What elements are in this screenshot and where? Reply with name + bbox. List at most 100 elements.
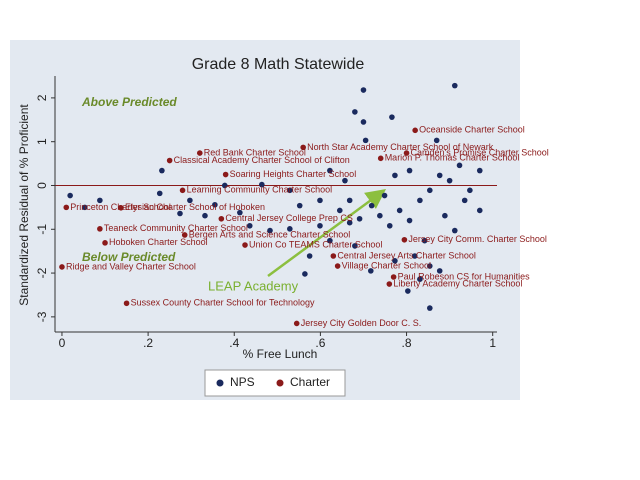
point-label: Jersey City Golden Door C. S. — [301, 318, 422, 328]
point-label: Central Jersey College Prep CS — [225, 213, 353, 223]
point — [451, 82, 458, 89]
point — [118, 205, 124, 211]
point — [411, 253, 418, 259]
point — [336, 207, 343, 214]
point — [461, 197, 468, 204]
point — [476, 207, 483, 214]
point — [442, 212, 448, 219]
y-tick-label: 2 — [35, 94, 49, 101]
point-label: Oceanside Charter School — [419, 125, 525, 135]
point — [300, 144, 306, 151]
point — [446, 177, 453, 184]
point — [427, 187, 433, 194]
point — [467, 187, 473, 194]
annotation: LEAP Academy — [208, 278, 299, 293]
point — [346, 219, 353, 226]
point — [246, 222, 253, 229]
point — [242, 242, 248, 248]
point-label: Elysian Charter School of Hoboken — [125, 202, 265, 212]
point — [427, 305, 433, 311]
point — [302, 271, 308, 277]
point — [259, 181, 265, 188]
point — [317, 197, 323, 204]
point — [386, 281, 393, 287]
point — [179, 187, 186, 194]
point — [81, 204, 88, 211]
point — [221, 182, 228, 189]
point — [381, 192, 388, 199]
point — [346, 197, 353, 204]
point-label: Sussex County Charter School for Technol… — [131, 298, 315, 308]
point — [417, 197, 423, 204]
point — [389, 114, 395, 120]
point — [356, 215, 363, 222]
point-label: Soaring Heights Charter School — [230, 169, 357, 179]
point — [417, 276, 423, 283]
point — [287, 187, 293, 194]
point — [433, 137, 440, 144]
point — [390, 274, 397, 280]
point — [360, 87, 367, 93]
point — [202, 212, 208, 219]
point — [436, 268, 443, 274]
point — [451, 227, 458, 234]
point — [352, 243, 358, 249]
point-label: Village Charter School — [342, 260, 431, 270]
x-tick-label: .4 — [229, 336, 239, 350]
point-label: Classical Academy Charter School of Clif… — [174, 155, 350, 165]
point — [293, 320, 300, 327]
point-label: Bergen Arts and Science Charter School — [189, 229, 351, 239]
point — [334, 263, 341, 269]
point-label: Camden's Promise Charter School — [411, 147, 549, 157]
point — [67, 192, 73, 199]
point — [222, 171, 229, 178]
point-label: Liberty Academy Charter School — [393, 278, 522, 288]
point-label: Red Bank Charter School — [204, 147, 306, 157]
point — [436, 172, 443, 179]
point-label: Teaneck Community Charter School — [104, 223, 248, 233]
point — [156, 190, 163, 197]
point — [406, 217, 413, 224]
y-tick-label: -3 — [35, 311, 49, 322]
point — [181, 232, 188, 238]
point — [386, 222, 393, 229]
point — [212, 201, 218, 208]
legend-marker — [276, 379, 284, 387]
point — [367, 268, 374, 274]
point-label: Learning Community Charter School — [187, 185, 333, 195]
point — [362, 137, 369, 144]
point — [427, 263, 433, 269]
point — [317, 222, 323, 229]
point — [401, 236, 408, 243]
point — [327, 237, 333, 244]
point — [97, 226, 103, 232]
point — [187, 197, 193, 204]
point — [196, 150, 203, 156]
point — [405, 288, 411, 294]
point — [412, 127, 418, 134]
arrow — [267, 189, 387, 278]
point-label: Central Jersey Arts Charter School — [337, 250, 476, 260]
point — [352, 109, 358, 115]
y-tick-label: 0 — [35, 182, 49, 189]
point — [421, 237, 428, 244]
point — [456, 162, 463, 169]
annotation: Below Predicted — [82, 250, 176, 264]
point — [166, 157, 173, 164]
point — [406, 167, 413, 174]
point — [342, 177, 348, 184]
point — [237, 209, 243, 216]
legend-marker — [216, 379, 224, 387]
point-label: Union Co TEAMS Charter School — [249, 239, 382, 249]
point — [330, 253, 337, 259]
point — [63, 204, 70, 211]
point — [396, 207, 403, 214]
point — [267, 227, 273, 234]
point — [97, 197, 103, 204]
annotation: Above Predicted — [81, 95, 177, 109]
x-tick-label: .2 — [143, 336, 153, 350]
point — [102, 240, 108, 246]
point — [403, 150, 410, 156]
y-tick-label: -1 — [35, 224, 49, 235]
